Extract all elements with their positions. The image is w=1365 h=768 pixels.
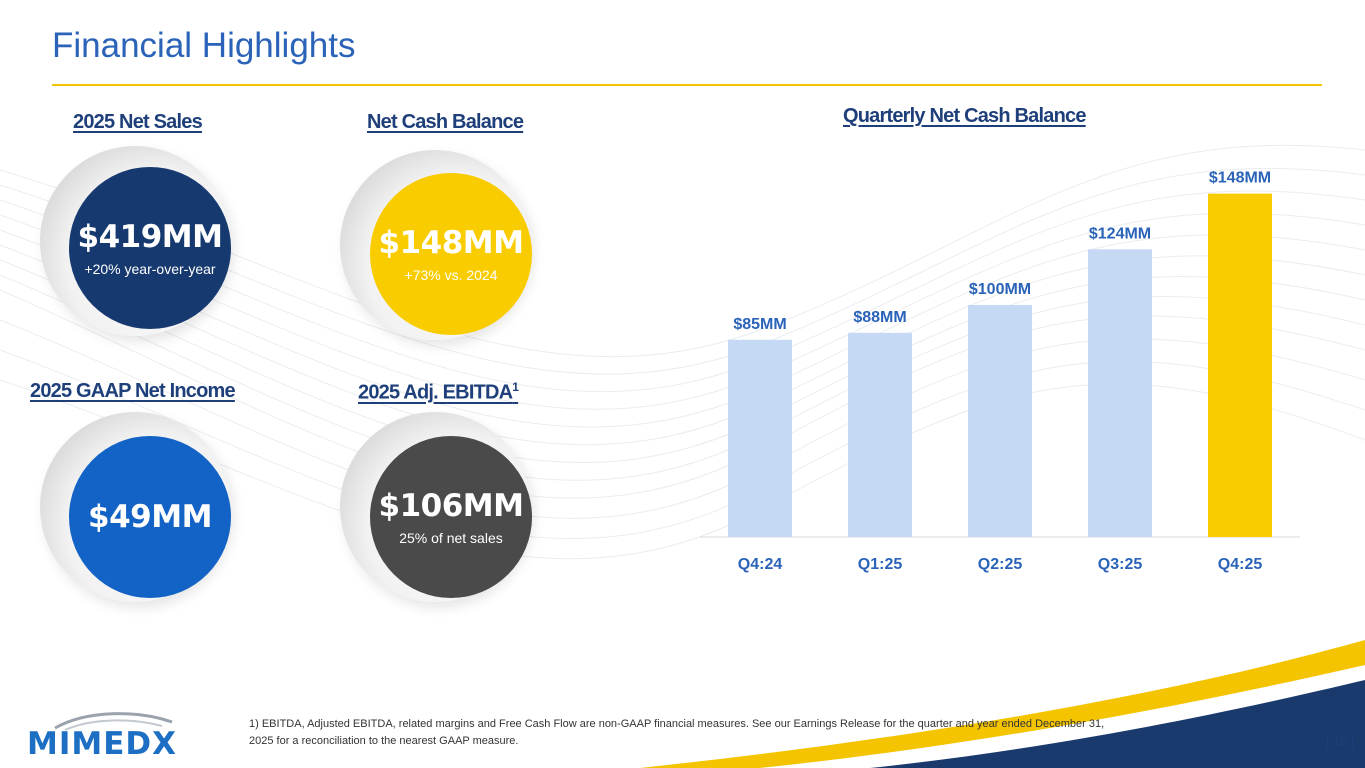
bar-Q1-25: [848, 332, 912, 537]
quarterly-cash-chart: $85MM Q4:24 $88MM Q1:25 $100MM Q2:25 $124MM Q3:…: [700, 170, 1300, 573]
mimedx-logo: MIMEDX: [27, 708, 187, 762]
adj-ebitda-heading: 2025 Adj. EBITDA1: [358, 380, 519, 405]
net-income-badge: $49MM: [69, 436, 231, 598]
chart-title: Quarterly Net Cash Balance: [843, 105, 1086, 127]
page-title: Financial Highlights: [52, 26, 356, 65]
adj-ebitda-value: $106MM: [378, 488, 524, 524]
tick-label-Q2-25: Q2:25: [978, 556, 1023, 573]
adj-ebitda-badge: $106MM 25% of net sales: [370, 436, 532, 598]
data-label-Q3-25: $124MM: [1089, 225, 1151, 242]
data-label-Q1-25: $88MM: [853, 309, 906, 326]
tick-label-Q3-25: Q3:25: [1098, 556, 1143, 573]
footnote: 1) EBITDA, Adjusted EBITDA, related marg…: [249, 718, 1105, 747]
net-cash-heading: Net Cash Balance: [367, 111, 524, 133]
net-income-value: $49MM: [88, 499, 212, 535]
page-number: | 18 |: [1326, 734, 1355, 749]
bar-Q3-25: [1088, 249, 1152, 537]
tick-label-Q4-24: Q4:24: [738, 556, 783, 573]
bar-Q4-25: [1208, 193, 1272, 537]
net-cash-badge: $148MM +73% vs. 2024: [370, 173, 532, 335]
net-sales-subtext: +20% year-over-year: [84, 261, 216, 277]
bar-Q2-25: [968, 305, 1032, 537]
net-cash-value: $148MM: [378, 225, 524, 261]
data-label-Q2-25: $100MM: [969, 281, 1031, 298]
data-label-Q4-25: $148MM: [1209, 170, 1271, 187]
adj-ebitda-heading-text: 2025 Adj. EBITDA: [358, 381, 513, 404]
adj-ebitda-subtext: 25% of net sales: [399, 530, 503, 546]
net-sales-badge: $419MM +20% year-over-year: [69, 167, 231, 329]
net-sales-value: $419MM: [77, 219, 223, 255]
net-income-heading: 2025 GAAP Net Income: [30, 380, 236, 402]
logo-arc: [54, 712, 173, 731]
net-sales-heading: 2025 Net Sales: [73, 111, 203, 133]
data-label-Q4-24: $85MM: [733, 316, 786, 333]
tick-label-Q4-25: Q4:25: [1218, 556, 1263, 573]
title-divider: [52, 84, 1322, 86]
net-cash-subtext: +73% vs. 2024: [404, 267, 498, 283]
bar-Q4-24: [728, 339, 792, 537]
tick-label-Q1-25: Q1:25: [858, 556, 903, 573]
logo-text: MIMEDX: [27, 726, 178, 762]
adj-ebitda-footnote-mark: 1: [512, 380, 519, 394]
